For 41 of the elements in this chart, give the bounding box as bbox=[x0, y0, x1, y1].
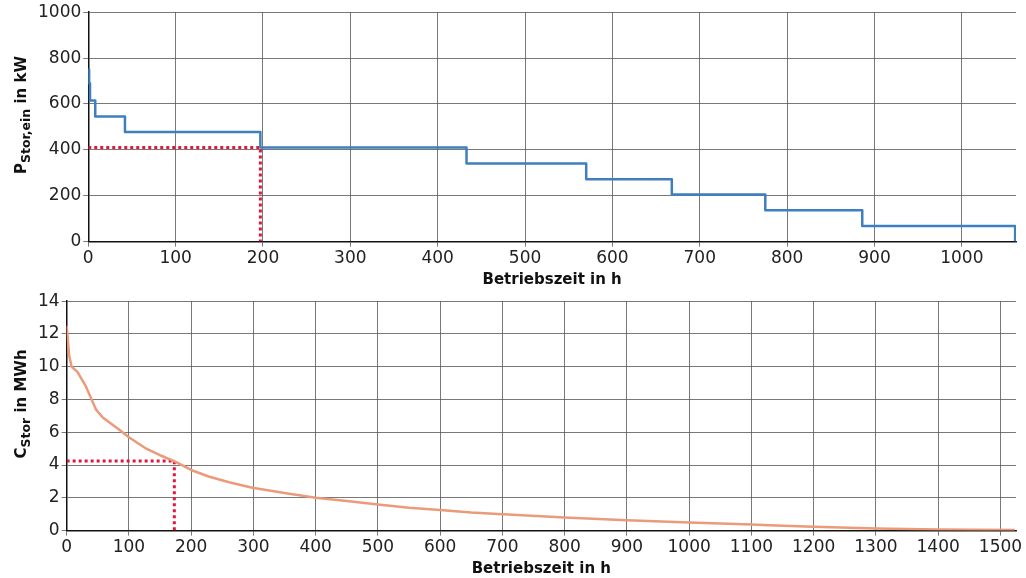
x-tick-label: 100 bbox=[112, 536, 146, 557]
x-tick-label: 500 bbox=[361, 536, 395, 557]
x-tick-label: 1200 bbox=[792, 536, 836, 557]
x-tick-label: 500 bbox=[508, 247, 542, 268]
x-tick-label: 900 bbox=[858, 247, 891, 268]
x-tick-label: 1100 bbox=[729, 536, 774, 557]
y-tick-label: 1000 bbox=[38, 0, 82, 21]
x-tick-label: 800 bbox=[548, 536, 581, 557]
y-tick-label: 0 bbox=[70, 230, 82, 251]
y-tick-label: 14 bbox=[37, 289, 60, 310]
y-tick-label: 2 bbox=[48, 486, 60, 507]
y-tick-label: 800 bbox=[48, 46, 82, 67]
x-axis-title: Betriebszeit in h bbox=[471, 558, 611, 577]
x-tick-label: 400 bbox=[299, 536, 332, 557]
x-tick-label: 700 bbox=[486, 536, 519, 557]
x-tick-label: 600 bbox=[596, 247, 629, 268]
x-tick-label: 200 bbox=[174, 536, 208, 557]
y-tick-label: 12 bbox=[37, 322, 60, 343]
x-tick-label: 1000 bbox=[940, 247, 984, 268]
x-tick-label: 700 bbox=[683, 247, 716, 268]
x-tick-label: 1000 bbox=[667, 536, 711, 557]
y-tick-label: 0 bbox=[48, 519, 60, 540]
y-tick-label: 6 bbox=[48, 420, 60, 441]
x-tick-label: 1400 bbox=[916, 536, 960, 557]
x-tick-label: 1500 bbox=[978, 536, 1023, 557]
x-axis-title: Betriebszeit in h bbox=[482, 269, 622, 288]
y-tick-label: 200 bbox=[48, 184, 82, 205]
x-tick-label: 900 bbox=[610, 536, 644, 557]
y-tick-label: 8 bbox=[48, 387, 60, 408]
y-tick-label: 400 bbox=[48, 138, 82, 159]
x-tick-label: 200 bbox=[246, 247, 280, 268]
x-tick-label: 100 bbox=[159, 247, 192, 268]
x-tick-label: 1300 bbox=[854, 536, 898, 557]
y-tick-label: 10 bbox=[37, 355, 60, 376]
y-tick-label: 4 bbox=[48, 453, 60, 474]
x-tick-label: 300 bbox=[237, 536, 270, 557]
x-tick-label: 400 bbox=[421, 247, 454, 268]
y-tick-label: 600 bbox=[48, 92, 82, 113]
x-tick-label: 300 bbox=[334, 247, 367, 268]
x-tick-label: 800 bbox=[770, 247, 804, 268]
x-tick-label: 600 bbox=[423, 536, 457, 557]
